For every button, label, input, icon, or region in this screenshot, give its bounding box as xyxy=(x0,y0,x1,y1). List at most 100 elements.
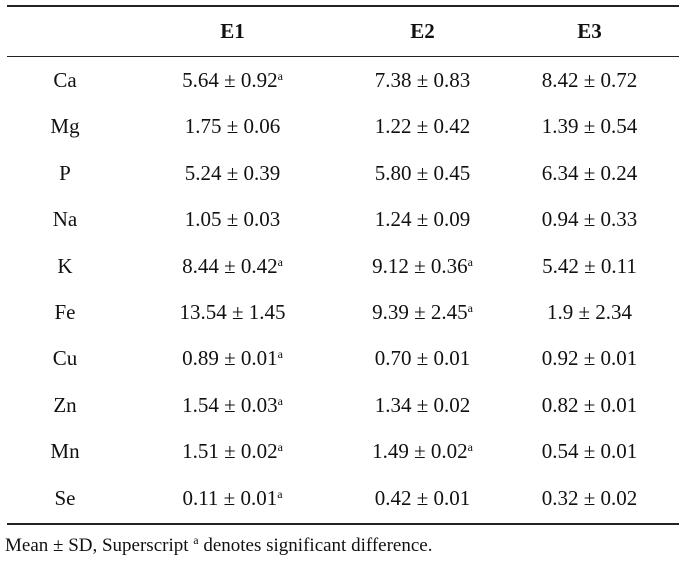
cell-value: 0.42 ± 0.01 xyxy=(374,485,471,510)
table-cell: 1.49 ± 0.02a xyxy=(330,439,515,463)
table-cell: 0.94 ± 0.33 xyxy=(497,207,679,231)
table-cell: 1.51 ± 0.02a xyxy=(140,439,325,463)
header-e2: E2 xyxy=(410,19,435,43)
cell-value: 8.44 ± 0.42 xyxy=(182,253,278,278)
header-e1: E1 xyxy=(220,19,245,43)
cell-value: 1.39 ± 0.54 xyxy=(541,114,638,139)
significance-superscript: a xyxy=(277,254,283,269)
cell-value: 1.49 ± 0.02 xyxy=(372,439,468,464)
table-cell: 13.54 ± 1.45 xyxy=(140,300,325,324)
table-row: Na 1.05 ± 0.03 1.24 ± 0.09 0.94 ± 0.33 xyxy=(0,196,679,242)
cell-value: 1.34 ± 0.02 xyxy=(374,392,471,417)
table-cell: 6.34 ± 0.24 xyxy=(497,161,679,185)
significance-superscript: a xyxy=(277,347,283,362)
cell-value: 1.54 ± 0.03 xyxy=(182,392,278,417)
table-cell: 5.64 ± 0.92a xyxy=(140,68,325,92)
table-cell: 1.39 ± 0.54 xyxy=(497,114,679,138)
table-row: Mn 1.51 ± 0.02a 1.49 ± 0.02a 0.54 ± 0.01 xyxy=(0,428,679,474)
table-footnote: Mean ± SD, Superscript a denotes signifi… xyxy=(5,533,433,557)
significance-superscript: a xyxy=(277,440,283,455)
table-row: Fe 13.54 ± 1.45 9.39 ± 2.45a 1.9 ± 2.34 xyxy=(0,289,679,335)
table-cell: 5.42 ± 0.11 xyxy=(497,254,679,278)
table-row: Se 0.11 ± 0.01a 0.42 ± 0.01 0.32 ± 0.02 xyxy=(0,475,679,521)
cell-value: 1.75 ± 0.06 xyxy=(184,114,281,139)
table-row: P 5.24 ± 0.39 5.80 ± 0.45 6.34 ± 0.24 xyxy=(0,150,679,196)
table-cell: 1.75 ± 0.06 xyxy=(140,114,325,138)
table-cell: 1.34 ± 0.02 xyxy=(330,393,515,417)
cell-value: 9.12 ± 0.36 xyxy=(372,253,468,278)
row-label: Mg xyxy=(50,114,80,139)
cell-value: 0.11 ± 0.01 xyxy=(182,485,278,510)
row-label: P xyxy=(59,160,71,185)
row-label: Na xyxy=(52,207,78,232)
table-top-rule xyxy=(7,5,679,7)
table-cell: 0.89 ± 0.01a xyxy=(140,346,325,370)
cell-value: 5.42 ± 0.11 xyxy=(542,253,637,278)
table-cell: 0.54 ± 0.01 xyxy=(497,439,679,463)
significance-superscript: a xyxy=(467,440,473,455)
row-label: K xyxy=(57,253,73,278)
table-bottom-rule xyxy=(7,523,679,525)
row-label: Fe xyxy=(54,300,76,324)
significance-superscript: a xyxy=(277,486,283,501)
cell-value: 1.22 ± 0.42 xyxy=(374,114,471,139)
cell-value: 0.32 ± 0.02 xyxy=(541,485,638,510)
table-cell: 1.9 ± 2.34 xyxy=(497,300,679,324)
cell-value: 1.9 ± 2.34 xyxy=(546,300,633,324)
significance-superscript: a xyxy=(467,254,473,269)
table-row: Zn 1.54 ± 0.03a 1.34 ± 0.02 0.82 ± 0.01 xyxy=(0,382,679,428)
table-cell: 5.24 ± 0.39 xyxy=(140,161,325,185)
table-row: K 8.44 ± 0.42a 9.12 ± 0.36a 5.42 ± 0.11 xyxy=(0,243,679,289)
row-label: Cu xyxy=(52,346,78,371)
table-row: Mg 1.75 ± 0.06 1.22 ± 0.42 1.39 ± 0.54 xyxy=(0,103,679,149)
cell-value: 5.64 ± 0.92 xyxy=(182,68,278,92)
cell-value: 0.92 ± 0.01 xyxy=(541,346,638,371)
cell-value: 0.94 ± 0.33 xyxy=(541,207,638,232)
cell-value: 0.54 ± 0.01 xyxy=(541,439,638,464)
table-cell: 1.05 ± 0.03 xyxy=(140,207,325,231)
table-row: Ca 5.64 ± 0.92a 7.38 ± 0.83 8.42 ± 0.72 xyxy=(0,57,679,103)
table-cell: 9.39 ± 2.45a xyxy=(330,300,515,324)
row-label: Se xyxy=(54,485,76,510)
table-cell: 0.32 ± 0.02 xyxy=(497,486,679,510)
significance-superscript: a xyxy=(277,69,283,83)
table-cell: 0.42 ± 0.01 xyxy=(330,486,515,510)
cell-value: 0.70 ± 0.01 xyxy=(374,346,471,371)
footnote-superscript: a xyxy=(193,533,199,547)
cell-value: 0.82 ± 0.01 xyxy=(541,392,638,417)
cell-value: 5.24 ± 0.39 xyxy=(184,160,281,185)
cell-value: 5.80 ± 0.45 xyxy=(374,160,471,185)
header-e3: E3 xyxy=(577,19,602,43)
table-cell: 5.80 ± 0.45 xyxy=(330,161,515,185)
table-row: Cu 0.89 ± 0.01a 0.70 ± 0.01 0.92 ± 0.01 xyxy=(0,335,679,381)
table-header-rule xyxy=(7,56,679,57)
table-cell: 1.24 ± 0.09 xyxy=(330,207,515,231)
footnote-text-after: denotes significant difference. xyxy=(198,535,433,556)
row-label: Mn xyxy=(50,439,80,464)
row-label: Zn xyxy=(53,392,77,417)
cell-value: 0.89 ± 0.01 xyxy=(182,346,278,371)
cell-value: 6.34 ± 0.24 xyxy=(541,160,638,185)
table-cell: 7.38 ± 0.83 xyxy=(330,68,515,92)
cell-value: 1.05 ± 0.03 xyxy=(184,207,281,232)
cell-value: 9.39 ± 2.45 xyxy=(372,300,468,324)
table-cell: 8.44 ± 0.42a xyxy=(140,254,325,278)
table-cell: 0.82 ± 0.01 xyxy=(497,393,679,417)
row-label: Ca xyxy=(53,68,77,92)
cell-value: 1.24 ± 0.09 xyxy=(374,207,471,232)
table-cell: 0.11 ± 0.01a xyxy=(140,486,325,510)
table-cell: 9.12 ± 0.36a xyxy=(330,254,515,278)
table-cell: 0.70 ± 0.01 xyxy=(330,346,515,370)
table-cell: 1.54 ± 0.03a xyxy=(140,393,325,417)
table-cell: 8.42 ± 0.72 xyxy=(497,68,679,92)
significance-superscript: a xyxy=(277,393,283,408)
table-cell: 1.22 ± 0.42 xyxy=(330,114,515,138)
significance-superscript: a xyxy=(467,301,473,315)
cell-value: 13.54 ± 1.45 xyxy=(179,300,286,324)
cell-value: 8.42 ± 0.72 xyxy=(541,68,638,92)
cell-value: 1.51 ± 0.02 xyxy=(182,439,278,464)
footnote-text-before: Mean ± SD, Superscript xyxy=(5,535,194,556)
table-cell: 0.92 ± 0.01 xyxy=(497,346,679,370)
table-header-row: E1 E2 E3 xyxy=(0,6,679,56)
cell-value: 7.38 ± 0.83 xyxy=(374,68,471,92)
